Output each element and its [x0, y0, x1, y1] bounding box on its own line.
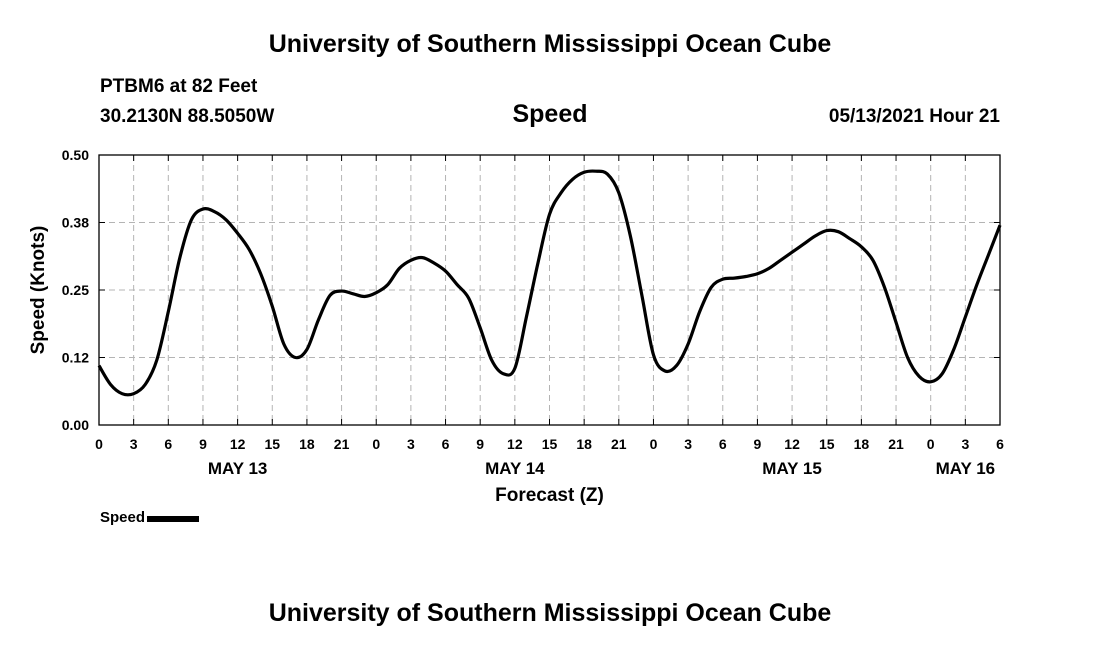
- plot-frame: [98, 154, 1001, 426]
- x-tick-label: 6: [442, 436, 450, 452]
- x-tick-label: 18: [299, 436, 315, 452]
- x-tick-label: 21: [888, 436, 904, 452]
- y-tick-label: 0.38: [62, 215, 89, 231]
- page-title: University of Southern Mississippi Ocean…: [268, 30, 832, 58]
- x-tick-label: 0: [927, 436, 935, 452]
- y-tick-label: 0.50: [62, 147, 89, 163]
- x-tick-label: 3: [130, 436, 138, 452]
- x-tick-label: 6: [996, 436, 1004, 452]
- coordinates-label: 30.2130N 88.5050W: [100, 106, 275, 127]
- x-tick-label: 18: [576, 436, 592, 452]
- x-tick-label: 12: [230, 436, 246, 452]
- x-tick-label: 6: [164, 436, 172, 452]
- x-tick-label: 18: [854, 436, 870, 452]
- x-day-label: MAY 13: [208, 459, 268, 478]
- y-tick-label: 0.00: [62, 417, 89, 433]
- footer-title: University of Southern Mississippi Ocean…: [268, 599, 832, 627]
- x-tick-label: 0: [372, 436, 380, 452]
- x-tick-label: 3: [684, 436, 692, 452]
- x-tick-label: 12: [507, 436, 523, 452]
- station-label: PTBM6 at 82 Feet: [100, 76, 258, 97]
- y-axis-title: Speed (Knots): [28, 226, 49, 355]
- x-tick-label: 9: [199, 436, 207, 452]
- x-tick-label: 15: [542, 436, 558, 452]
- chart-axes: [98, 154, 1001, 426]
- x-tick-label: 6: [719, 436, 727, 452]
- series-line-speed: [97, 169, 1002, 397]
- chart-legend: Speed: [100, 509, 200, 526]
- legend-label: Speed: [100, 509, 146, 526]
- x-tick-label: 3: [407, 436, 415, 452]
- legend-swatch: [147, 516, 200, 522]
- x-tick-label: 21: [611, 436, 627, 452]
- x-tick-label: 9: [476, 436, 484, 452]
- run-time-label: 05/13/2021 Hour 21: [828, 106, 1000, 127]
- x-tick-label: 3: [961, 436, 969, 452]
- chart-series: [97, 169, 1002, 397]
- x-tick-label: 9: [754, 436, 762, 452]
- x-tick-label: 15: [264, 436, 280, 452]
- x-day-label: MAY 14: [485, 459, 545, 478]
- x-axis-title: Forecast (Z): [495, 485, 604, 506]
- x-tick-label: 0: [95, 436, 103, 452]
- x-tick-label: 21: [334, 436, 350, 452]
- x-tick-label: 15: [819, 436, 835, 452]
- chart-grid: [99, 155, 1000, 425]
- x-day-label: MAY 15: [762, 459, 822, 478]
- y-tick-label: 0.12: [62, 350, 89, 366]
- x-tick-label: 12: [784, 436, 800, 452]
- x-tick-label: 0: [650, 436, 658, 452]
- chart-title: Speed: [512, 100, 588, 128]
- chart-labels: 0 3 6 9 12 15 18 21 0 3 6 9 12 15 18 21 0 3 6 9 12 15 18 21 0 3 6 0…: [28, 147, 1004, 506]
- y-tick-label: 0.25: [62, 282, 89, 298]
- x-day-label: MAY 16: [936, 459, 996, 478]
